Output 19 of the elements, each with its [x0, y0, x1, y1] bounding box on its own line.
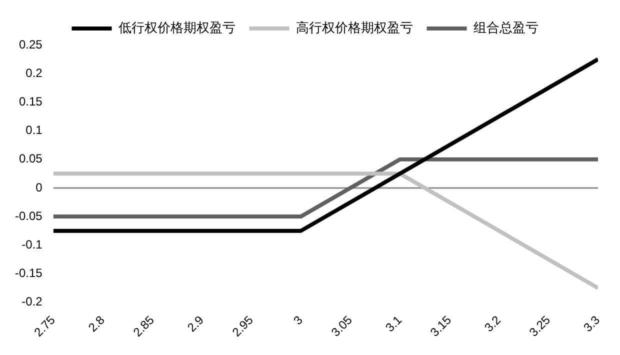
- y-tick-label: 0.2: [26, 66, 43, 80]
- x-tick-label: 3.2: [482, 312, 504, 335]
- y-tick-label: 0.1: [26, 123, 43, 138]
- x-tick-label: 2.8: [86, 312, 108, 335]
- y-tick-label: -0.05: [14, 208, 43, 223]
- y-tick-label: -0.1: [22, 237, 43, 252]
- x-tick-label: 3.1: [382, 312, 405, 335]
- x-tick-label: 2.9: [184, 312, 207, 335]
- y-tick-label: -0.2: [22, 294, 43, 309]
- y-tick-label: 0.25: [18, 37, 43, 52]
- x-tick-label: 3.3: [580, 312, 603, 335]
- y-tick-label: 0.05: [18, 152, 43, 166]
- y-tick-label: 0.15: [18, 94, 43, 108]
- x-tick-label: 3: [290, 312, 306, 328]
- y-tick-label: -0.15: [14, 266, 43, 280]
- y-tick-label: 0: [36, 180, 43, 194]
- legend-label: 低行权价格期权盈亏: [118, 20, 236, 36]
- legend-label: 组合总盈亏: [473, 20, 538, 36]
- legend-label: 高行权价格期权盈亏: [296, 20, 413, 36]
